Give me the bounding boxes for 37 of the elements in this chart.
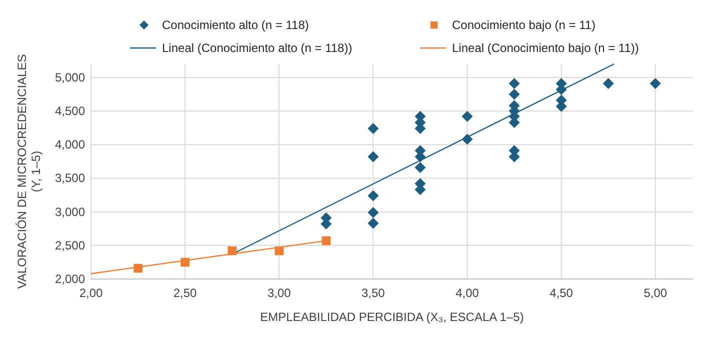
- y-tick-label: 4,000: [54, 138, 86, 152]
- point: [368, 218, 379, 229]
- point: [462, 134, 473, 145]
- legend-label: Lineal (Conocimiento alto (n = 118)): [162, 41, 352, 55]
- point: [228, 246, 236, 256]
- point: [368, 190, 379, 202]
- legend-label: Lineal (Conocimiento bajo (n = 11)): [452, 41, 639, 55]
- x-tick-label: 3,00: [267, 286, 292, 300]
- x-tick-label: 4,50: [550, 286, 574, 300]
- point: [180, 258, 190, 267]
- point: [508, 78, 520, 89]
- point: [134, 264, 142, 273]
- x-tick-label: 2,50: [173, 286, 198, 300]
- point: [508, 88, 520, 100]
- legend-label: Conocimiento bajo (n = 11): [452, 18, 596, 32]
- x-tick-label: 3,50: [362, 286, 386, 300]
- y-tick-label: 2,000: [54, 272, 86, 286]
- y-tick-label: 3,500: [54, 171, 86, 186]
- x-axis-title: EMPLEABILIDAD PERCIBIDA (X₃, ESCALA 1–5): [260, 310, 524, 324]
- y-tick-label: 2,500: [54, 238, 86, 252]
- point: [368, 151, 379, 162]
- point: [650, 78, 661, 89]
- y-tick-label: 3,000: [54, 204, 86, 219]
- x-tick-label: 5,00: [644, 286, 668, 300]
- y-tick-label: 4,500: [54, 104, 86, 118]
- x-tick-label: 2,00: [79, 286, 103, 300]
- point: [368, 206, 379, 218]
- point: [274, 246, 284, 256]
- point: [602, 78, 614, 89]
- point: [414, 162, 426, 173]
- x-tick-label: 4,00: [456, 286, 480, 300]
- y-axis-title: VALORACIÓN DE MICROCREDENCIALES (Y, 1–5): [15, 54, 43, 289]
- point: [462, 110, 473, 122]
- point: [368, 123, 379, 134]
- point: [322, 236, 331, 246]
- y-tick-label: 5,000: [54, 70, 86, 84]
- legend-label: Conocimiento alto (n = 118): [162, 18, 309, 32]
